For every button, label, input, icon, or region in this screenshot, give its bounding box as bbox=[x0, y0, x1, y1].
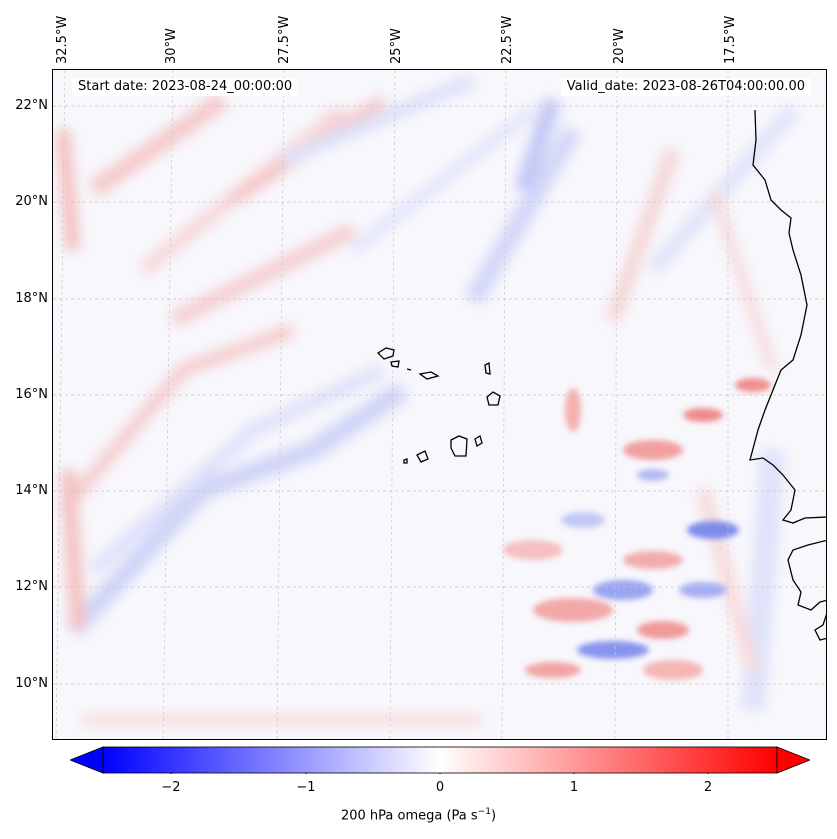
map-panel[interactable] bbox=[52, 69, 827, 740]
lon-label: 32.5°W bbox=[55, 15, 70, 64]
lon-label: 27.5°W bbox=[277, 15, 292, 64]
colorbar-tick: 0 bbox=[435, 780, 445, 795]
lat-label: 16°N bbox=[15, 387, 48, 402]
lon-label: 25°W bbox=[389, 28, 404, 64]
start-date-label: Start date: 2023-08-24_00:00:00 bbox=[72, 78, 299, 96]
lat-label: 18°N bbox=[15, 291, 48, 306]
lat-label: 14°N bbox=[15, 483, 48, 498]
lat-label: 22°N bbox=[15, 98, 48, 113]
colorbar-tick: −1 bbox=[296, 780, 316, 795]
cape-verde-islands bbox=[376, 347, 501, 464]
colorbar-tick: 1 bbox=[569, 780, 579, 795]
omega-field bbox=[53, 70, 826, 739]
lon-label: 20°W bbox=[612, 28, 627, 64]
lat-label: 20°N bbox=[15, 194, 48, 209]
lat-label: 12°N bbox=[15, 579, 48, 594]
lat-label: 10°N bbox=[15, 676, 48, 691]
colorbar-label: 200 hPa omega (Pa s−1) bbox=[340, 807, 497, 824]
colorbar-tick: −2 bbox=[161, 780, 181, 795]
african-coastline bbox=[749, 109, 826, 641]
lon-label: 30°W bbox=[164, 28, 179, 64]
colorbar-tick: 2 bbox=[703, 780, 713, 795]
colorbar bbox=[70, 746, 810, 774]
valid-date-label: Valid_date: 2023-08-26T04:00:00.00 bbox=[560, 78, 811, 96]
lon-label: 22.5°W bbox=[500, 15, 515, 64]
lon-label: 17.5°W bbox=[723, 15, 738, 64]
